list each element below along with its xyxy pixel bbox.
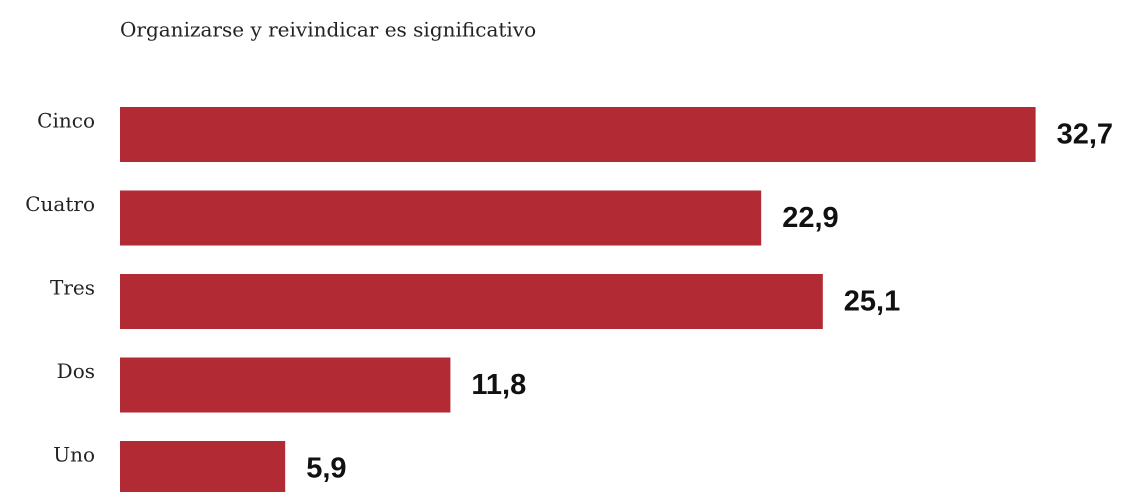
category-label: Cuatro (25, 192, 95, 216)
category-label: Tres (50, 276, 95, 300)
value-label: 25,1 (844, 286, 900, 318)
value-label: 32,7 (1057, 119, 1113, 151)
chart-title: Organizarse y reivindicar es significati… (120, 18, 536, 42)
bar (120, 357, 451, 413)
category-label: Uno (53, 443, 95, 467)
bar (120, 190, 762, 246)
value-label: 11,8 (471, 369, 526, 401)
category-label: Dos (57, 359, 95, 383)
value-label: 22,9 (782, 202, 838, 234)
category-label: Cinco (37, 109, 95, 133)
bar (120, 107, 1036, 162)
value-label: 5,9 (306, 453, 346, 485)
bar (120, 274, 823, 329)
bar (120, 441, 286, 492)
